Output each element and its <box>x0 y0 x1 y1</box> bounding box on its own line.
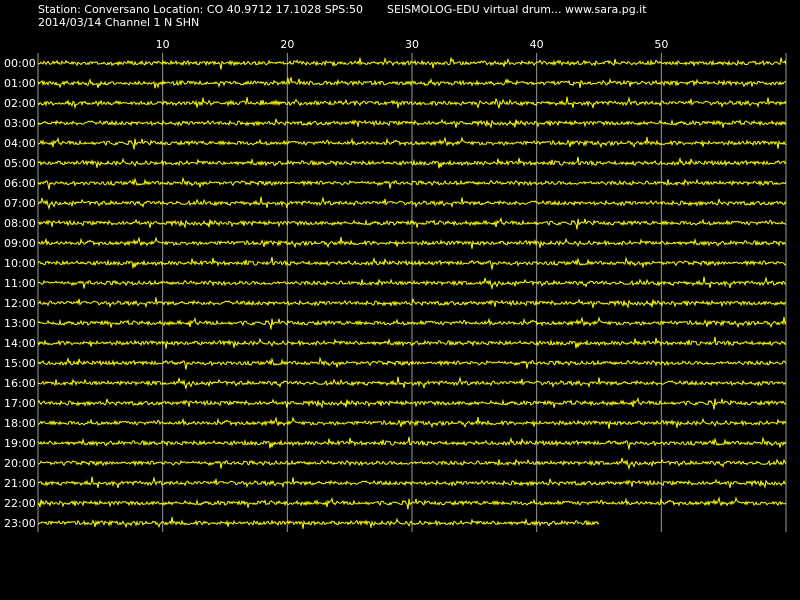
hour-label: 19:00 <box>4 437 36 450</box>
hour-label: 16:00 <box>4 377 36 390</box>
seismic-trace <box>37 336 787 349</box>
seismic-trace <box>37 297 787 309</box>
hour-label: 13:00 <box>4 317 36 330</box>
hour-label: 17:00 <box>4 397 36 410</box>
seismic-trace <box>37 96 787 110</box>
minute-tick-label: 40 <box>530 38 544 51</box>
seismic-trace <box>37 77 787 89</box>
hour-label: 06:00 <box>4 177 36 190</box>
seismic-trace <box>37 436 787 450</box>
date-channel-info: 2014/03/14 Channel 1 N SHN <box>38 16 200 29</box>
app-title: SEISMOLOG-EDU virtual drum... www.sara.p… <box>387 3 647 16</box>
seismic-trace <box>37 457 787 471</box>
seismic-trace <box>37 136 787 150</box>
seismic-trace <box>37 516 600 529</box>
hour-label: 20:00 <box>4 457 36 470</box>
seismic-trace <box>37 176 787 190</box>
minute-tick-label: 20 <box>280 38 294 51</box>
seismic-trace <box>37 376 787 391</box>
seismic-trace <box>37 396 787 410</box>
hour-label: 22:00 <box>4 497 36 510</box>
hour-label: 15:00 <box>4 357 36 370</box>
minute-tick-label: 10 <box>156 38 170 51</box>
minute-tick-label: 50 <box>654 38 668 51</box>
hour-label: 07:00 <box>4 197 36 210</box>
seismic-trace <box>37 57 787 70</box>
seismic-trace <box>37 256 787 270</box>
seismic-trace <box>37 356 787 370</box>
hour-label: 23:00 <box>4 517 36 530</box>
hour-label: 05:00 <box>4 157 36 170</box>
seismic-trace <box>37 118 787 129</box>
hour-label: 10:00 <box>4 257 36 270</box>
hour-label: 12:00 <box>4 297 36 310</box>
hour-label: 14:00 <box>4 337 36 350</box>
station-info: Station: Conversano Location: CO 40.9712… <box>38 3 363 16</box>
hour-label: 21:00 <box>4 477 36 490</box>
seismic-trace <box>37 316 787 330</box>
seismic-trace <box>37 476 787 489</box>
hour-label: 18:00 <box>4 417 36 430</box>
seismic-trace <box>37 496 787 510</box>
hour-label: 09:00 <box>4 237 36 250</box>
seismic-trace <box>37 156 787 169</box>
minute-tick-label: 30 <box>405 38 419 51</box>
seismic-trace <box>37 416 787 429</box>
seismic-trace <box>37 196 787 211</box>
hour-label: 04:00 <box>4 137 36 150</box>
hour-label: 02:00 <box>4 97 36 110</box>
hour-label: 01:00 <box>4 77 36 90</box>
hour-label: 08:00 <box>4 217 36 230</box>
hour-label: 11:00 <box>4 277 36 290</box>
hour-label: 00:00 <box>4 57 36 70</box>
seismic-trace <box>37 236 787 249</box>
hour-label: 03:00 <box>4 117 36 130</box>
seismic-trace <box>37 276 786 291</box>
seismic-trace <box>37 216 787 230</box>
